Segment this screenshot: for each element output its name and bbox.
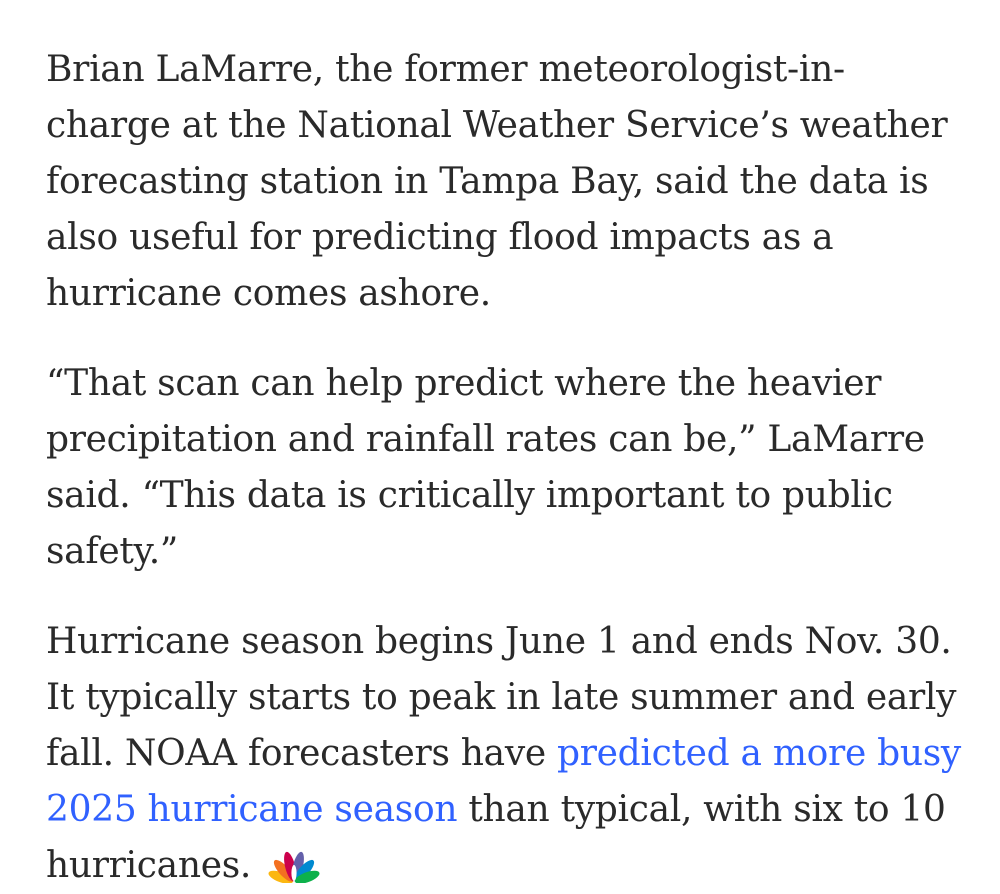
hurricane-season-forecast-link[interactable]: predicted a more busy 2025 hurricane sea…	[46, 733, 961, 830]
paragraph-1-text: Brian LaMarre, the former meteorologist-…	[46, 49, 948, 314]
paragraph-1: Brian LaMarre, the former meteorologist-…	[46, 42, 966, 322]
paragraph-3-text-before: Hurricane season begins June 1 and ends …	[46, 621, 957, 774]
paragraph-3-text-after: than typical, with six to 10 hurricanes.	[46, 789, 946, 886]
article-body: Brian LaMarre, the former meteorologist-…	[46, 42, 966, 894]
paragraph-3: Hurricane season begins June 1 and ends …	[46, 614, 966, 894]
nbc-peacock-icon	[268, 851, 320, 883]
peacock-body	[291, 865, 297, 881]
paragraph-2-text: “That scan can help predict where the he…	[46, 363, 925, 572]
paragraph-2: “That scan can help predict where the he…	[46, 356, 966, 580]
